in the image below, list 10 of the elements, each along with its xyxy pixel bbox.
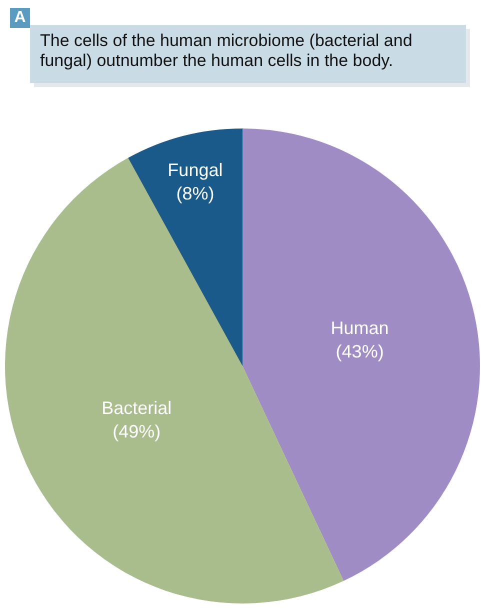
data-label: (43%) [336, 341, 384, 362]
slice-label: Human [330, 318, 389, 338]
slice-label: Fungal [168, 160, 223, 180]
pie-slice [128, 128, 242, 366]
slice-label: Bacterial [102, 398, 172, 418]
pie-slice [242, 128, 480, 581]
text: A [10, 8, 30, 28]
chart-title: The cells of the human microbiome (bacterial and fungal) outnumber the human cells in the body. [40, 31, 414, 71]
data-label: (8%) [176, 183, 214, 204]
data-label: (49%) [112, 422, 161, 442]
